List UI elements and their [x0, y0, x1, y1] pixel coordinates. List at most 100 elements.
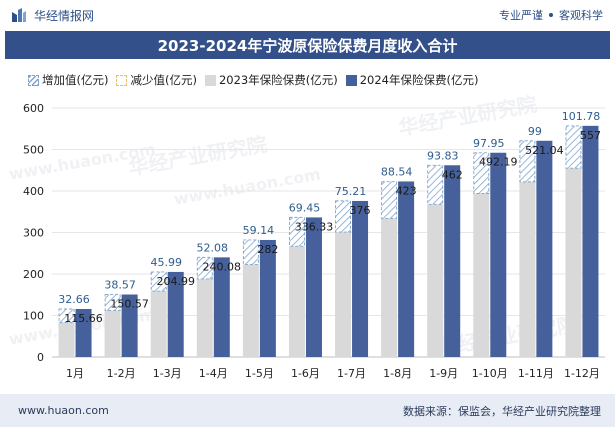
data-label-2024-4: 282: [257, 243, 278, 256]
x-tick-label-10: 1-11月: [518, 367, 554, 380]
data-label-2024-0: 115.66: [64, 312, 103, 325]
legend-item-decrease[interactable]: 减少值(亿元): [116, 72, 197, 88]
data-label-increase-1: 38.57: [104, 279, 136, 292]
y-tick-label-2: 200: [23, 268, 44, 281]
legend: 增加值(亿元) 减少值(亿元) 2023年保险保费(亿元) 2024年保险保费(…: [28, 72, 478, 88]
bar-2023-10: [519, 181, 536, 357]
x-tick-label-5: 1-6月: [291, 367, 320, 380]
bar-2024-2: [167, 271, 184, 357]
bar-increase-11: [565, 125, 582, 169]
x-tick-label-8: 1-9月: [429, 367, 458, 380]
bar-increase-2: [150, 271, 167, 292]
data-label-2024-2: 204.99: [156, 275, 195, 288]
data-label-increase-9: 97.95: [473, 137, 505, 150]
data-label-2024-6: 376: [350, 204, 371, 217]
y-tick-label-0: 0: [37, 351, 44, 364]
legend-swatch-decrease: [116, 74, 128, 86]
legend-label-2023: 2023年保险保费(亿元): [218, 73, 338, 87]
data-label-increase-10: 99: [528, 125, 542, 138]
bar-increase-1: [104, 294, 121, 311]
bar-2024-9: [490, 152, 507, 357]
legend-item-increase[interactable]: 增加值(亿元): [28, 72, 108, 88]
top-bar: 华经情报网 专业严谨 客观科学: [0, 0, 615, 30]
slogan-left: 专业严谨: [499, 9, 543, 22]
legend-swatch-increase: [28, 74, 39, 86]
bar-2023-5: [288, 246, 305, 357]
x-tick-label-2: 1-3月: [153, 367, 182, 380]
bar-increase-9: [473, 152, 490, 194]
x-tick-label-3: 1-4月: [199, 367, 228, 380]
data-label-2024-10: 521.04: [525, 144, 564, 157]
legend-label-decrease: 减少值(亿元): [130, 73, 197, 87]
bar-2023-9: [473, 193, 490, 357]
bar-2024-4: [259, 239, 276, 357]
y-tick-label-5: 500: [23, 144, 44, 157]
data-label-2024-5: 336.33: [295, 220, 334, 233]
slogan: 专业严谨 客观科学: [499, 7, 603, 23]
data-label-increase-6: 75.21: [335, 185, 367, 198]
bar-increase-4: [242, 239, 259, 265]
bar-2023-4: [242, 264, 259, 357]
x-tick-label-9: 1-10月: [472, 367, 508, 380]
chart-svg: 华经产业研究院华经产业研究院华经产业研究院www.huaon.comwww.hu…: [7, 92, 605, 380]
x-tick-label-6: 1-7月: [337, 367, 366, 380]
bar-increase-7: [381, 181, 398, 219]
bar-2024-3: [213, 257, 230, 357]
legend-label-increase: 增加值(亿元): [42, 73, 109, 87]
data-label-2024-11: 557: [580, 129, 601, 142]
bar-2024-5: [305, 217, 322, 357]
bar-2024-10: [536, 140, 553, 357]
bar-increase-8: [427, 164, 444, 205]
data-label-2024-1: 150.57: [110, 298, 149, 311]
data-label-2024-9: 492.19: [479, 156, 518, 169]
x-tick-label-4: 1-5月: [245, 367, 274, 380]
bar-2024-6: [352, 200, 369, 357]
bar-2023-0: [58, 322, 75, 357]
legend-label-2024: 2024年保险保费(亿元): [359, 73, 479, 87]
bar-2024-7: [398, 181, 415, 357]
y-tick-label-6: 600: [23, 102, 44, 115]
data-label-increase-7: 88.54: [381, 166, 413, 179]
data-label-increase-2: 45.99: [150, 256, 182, 269]
legend-swatch-2024: [345, 74, 357, 86]
bar-increase-6: [335, 200, 351, 233]
bar-2023-8: [427, 204, 444, 357]
legend-item-2024[interactable]: 2024年保险保费(亿元): [345, 72, 479, 88]
y-tick-label-3: 300: [23, 227, 44, 240]
x-tick-label-7: 1-8月: [383, 367, 412, 380]
data-label-increase-11: 101.78: [562, 110, 601, 123]
data-label-2024-3: 240.08: [203, 260, 242, 273]
bar-2023-1: [104, 310, 121, 357]
bar-increase-0: [58, 308, 75, 324]
brand-name: 华经情报网: [34, 8, 95, 23]
bar-2023-2: [150, 291, 167, 357]
bar-2024-1: [121, 294, 138, 357]
bar-increase-5: [289, 216, 305, 247]
bar-2023-3: [196, 278, 213, 357]
y-tick-label-4: 400: [23, 185, 44, 198]
footer-source: 数据来源：保监会，华经产业研究院整理: [403, 404, 601, 418]
data-label-2024-8: 462: [442, 168, 463, 181]
y-tick-label-1: 100: [23, 310, 44, 323]
bar-2023-6: [335, 232, 352, 357]
footer: www.huaon.com 数据来源：保监会，华经产业研究院整理: [0, 394, 615, 427]
footer-website[interactable]: www.huaon.com: [18, 404, 109, 417]
brand[interactable]: 华经情报网: [10, 6, 94, 24]
x-tick-label-0: 1月: [66, 367, 84, 380]
data-label-increase-3: 52.08: [197, 241, 229, 254]
slogan-right: 客观科学: [559, 9, 603, 22]
brand-logo-icon: [12, 8, 26, 22]
data-label-increase-0: 32.66: [58, 293, 90, 306]
bar-increase-3: [196, 256, 213, 280]
data-label-increase-4: 59.14: [243, 224, 275, 237]
bar-2023-7: [381, 218, 398, 357]
data-label-increase-8: 93.83: [427, 149, 459, 162]
legend-item-2023[interactable]: 2023年保险保费(亿元): [204, 72, 338, 88]
chart-title-bar: 2023-2024年宁波原保险保费月度收入合计: [5, 31, 610, 59]
legend-swatch-2023: [204, 74, 216, 86]
bar-2024-11: [582, 125, 599, 357]
chart-title: 2023-2024年宁波原保险保费月度收入合计: [157, 36, 458, 55]
slogan-dot-icon: [549, 13, 553, 17]
bar-2024-0: [75, 309, 92, 357]
